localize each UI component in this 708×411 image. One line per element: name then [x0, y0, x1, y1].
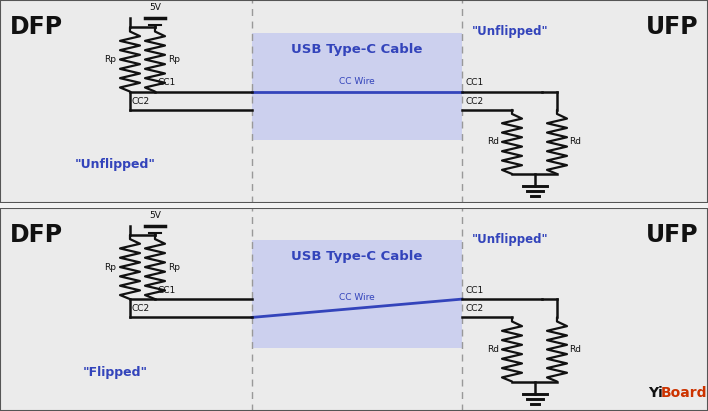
Text: Board: Board	[661, 386, 707, 399]
Text: CC2: CC2	[132, 97, 150, 106]
Text: USB Type-C Cable: USB Type-C Cable	[291, 43, 423, 56]
Text: CC2: CC2	[132, 305, 150, 313]
Text: "Unflipped": "Unflipped"	[74, 158, 156, 171]
Text: CC Wire: CC Wire	[339, 293, 375, 302]
Text: 5V: 5V	[149, 211, 161, 220]
Text: CC2: CC2	[466, 97, 484, 106]
Text: Rd: Rd	[569, 137, 581, 146]
Text: USB Type-C Cable: USB Type-C Cable	[291, 250, 423, 263]
Text: CC Wire: CC Wire	[339, 77, 375, 86]
Text: Yi: Yi	[648, 386, 663, 399]
Text: UFP: UFP	[646, 15, 698, 39]
Text: CC1: CC1	[157, 286, 176, 295]
Text: Rp: Rp	[104, 263, 116, 272]
Text: CC1: CC1	[466, 286, 484, 295]
Text: DFP: DFP	[10, 223, 63, 247]
Text: "Unflipped": "Unflipped"	[472, 25, 549, 39]
Bar	[252, 240, 462, 348]
Text: 5V: 5V	[149, 3, 161, 12]
Text: Rp: Rp	[104, 55, 116, 64]
Text: Rd: Rd	[487, 345, 499, 354]
Text: DFP: DFP	[10, 15, 63, 39]
Text: CC2: CC2	[466, 305, 484, 313]
Bar	[252, 32, 462, 141]
Text: CC1: CC1	[466, 79, 484, 88]
Text: UFP: UFP	[646, 223, 698, 247]
Text: Rp: Rp	[168, 263, 180, 272]
Text: Rp: Rp	[168, 55, 180, 64]
Text: CC1: CC1	[157, 79, 176, 88]
Text: "Flipped": "Flipped"	[82, 366, 147, 379]
Text: "Unflipped": "Unflipped"	[472, 233, 549, 246]
Text: Rd: Rd	[487, 137, 499, 146]
Text: Rd: Rd	[569, 345, 581, 354]
